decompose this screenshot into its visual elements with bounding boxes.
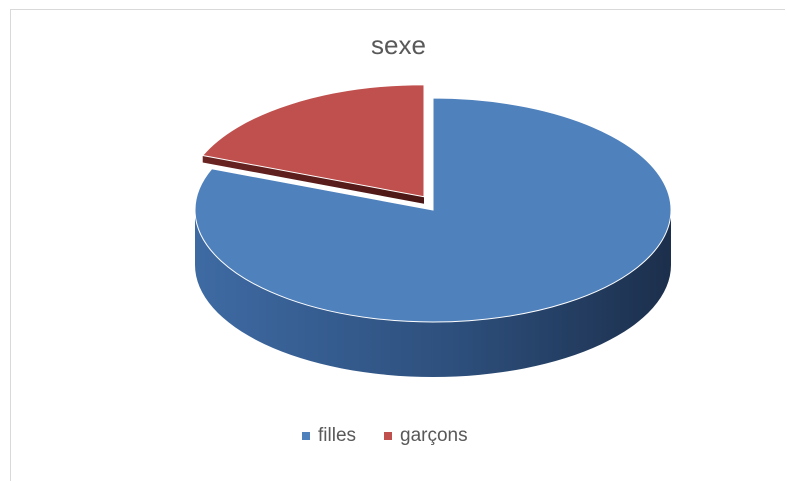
legend-item-garcons: garçons [384, 425, 468, 447]
pie-slice-garcons [201, 84, 425, 198]
legend-label-filles: filles [318, 425, 357, 446]
legend-swatch-filles [302, 432, 310, 440]
pie-slice-side-filles [195, 210, 671, 377]
pie-slice-side-garcons [202, 155, 425, 204]
legend-label-garcons: garçons [400, 425, 468, 446]
legend: filles garçons [302, 425, 468, 447]
legend-item-filles: filles [302, 425, 356, 447]
pie-slice-filles [194, 97, 672, 323]
chart-title: sexe [371, 30, 426, 60]
legend-swatch-garcons [384, 432, 393, 440]
